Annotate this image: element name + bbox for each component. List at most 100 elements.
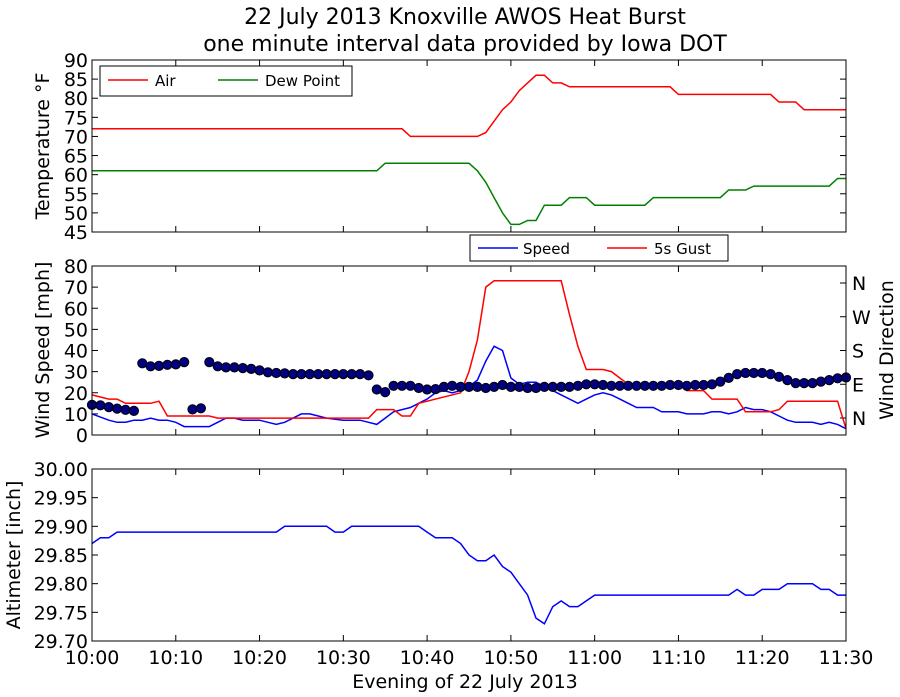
y-tick-label: 29.70 — [34, 631, 88, 653]
y-tick-label: 70 — [64, 126, 88, 148]
wind-direction-marker — [179, 357, 190, 368]
y-tick-label: 29.80 — [34, 574, 88, 596]
wind-direction-marker — [447, 380, 458, 391]
x-tick-label: 11:10 — [651, 647, 706, 669]
wind-direction-marker — [229, 362, 240, 373]
wind-direction-marker — [623, 380, 634, 391]
wind-direction-marker — [120, 404, 131, 415]
wind-direction-marker — [296, 369, 307, 380]
wind-direction-marker — [254, 365, 265, 376]
wind-direction-marker — [271, 367, 282, 379]
wind-direction-marker — [614, 380, 625, 391]
wind-direction-marker — [145, 361, 156, 372]
wind-direction-marker — [103, 402, 114, 413]
wind-direction-marker — [648, 380, 659, 391]
wind-direction-marker — [95, 400, 106, 411]
wind-direction-marker — [413, 382, 424, 394]
y2-tick-label: N — [852, 408, 866, 430]
wind-direction-marker — [530, 382, 542, 394]
wind-direction-marker — [187, 404, 198, 415]
legend-frame — [469, 234, 729, 262]
y-tick-label: 50 — [64, 203, 88, 225]
y-tick-label: 30.00 — [34, 459, 88, 481]
wind-direction-marker — [128, 405, 139, 416]
wind-direction-marker — [832, 373, 843, 384]
y-tick-label: 70 — [64, 277, 88, 299]
wind-direction-marker — [204, 357, 215, 368]
wind-direction-marker — [304, 369, 315, 380]
legend-label-speed: Speed — [523, 240, 570, 258]
wind-direction-marker — [773, 371, 785, 382]
wind-direction-marker — [463, 381, 475, 392]
y-tick-label: 80 — [64, 88, 88, 110]
wind-direction-marker — [606, 380, 617, 391]
y-tick-label: 45 — [64, 222, 88, 244]
wind-legend: Speed 5s Gust — [469, 234, 729, 262]
x-tick-label: 11:30 — [819, 647, 874, 669]
x-tick-label: 10:40 — [400, 647, 455, 669]
series-line-air — [92, 74, 846, 138]
wind-direction-marker — [195, 403, 206, 414]
temperature-plot-frame — [91, 59, 847, 233]
altimeter-panel: 10:00 10:10 10:20 10:30 10:40 10:50 11:00 11:10… — [3, 459, 873, 669]
y-tick-label: 29.75 — [34, 602, 88, 624]
wind-speed-y-label: Wind Speed [mph] — [32, 262, 54, 439]
wind-direction-marker — [455, 381, 466, 392]
series-line-altimeter — [91, 525, 846, 625]
wind-direction-marker — [162, 359, 173, 370]
wind-direction-marker — [732, 369, 743, 380]
x-tick-label: 10:50 — [484, 647, 539, 669]
wind-direction-marker — [698, 379, 709, 391]
y2-tick-label: W — [852, 307, 871, 329]
wind-direction-marker — [489, 381, 500, 392]
wind-direction-marker — [597, 379, 609, 391]
series-line-5s-gust — [91, 280, 847, 429]
y-tick-label: 20 — [64, 383, 88, 405]
x-tick-label: 10:10 — [148, 647, 203, 669]
wind-direction-marker — [480, 382, 491, 394]
wind-direction-marker — [371, 384, 382, 395]
legend-label-5s-gust: 5s Gust — [654, 240, 711, 258]
wind-direction-marker — [539, 381, 550, 392]
wind-direction-marker — [799, 378, 810, 389]
y-tick-label: 80 — [64, 256, 88, 278]
temperature-legend: Air Dew Point — [99, 65, 353, 97]
y-tick-label: 30 — [64, 362, 88, 384]
y-tick-label: 29.95 — [34, 488, 88, 510]
wind-direction-marker — [807, 378, 818, 389]
wind-direction-marker — [170, 359, 181, 370]
altimeter-plot-frame — [91, 468, 847, 642]
wind-direction-marker — [363, 370, 374, 381]
wind-direction-marker — [639, 380, 651, 391]
wind-direction-y-label: Wind Direction — [876, 280, 898, 420]
wind-direction-marker — [220, 362, 232, 373]
y2-tick-label: N — [852, 273, 866, 295]
y-tick-label: 29.90 — [34, 516, 88, 538]
wind-direction-marker — [355, 369, 366, 380]
y-tick-label: 29.85 — [34, 545, 88, 567]
wind-direction-marker — [262, 367, 273, 378]
wind-direction-marker — [388, 380, 399, 391]
wind-direction-marker — [547, 381, 558, 392]
x-tick-label: 10:30 — [316, 647, 371, 669]
legend-label-air: Air — [155, 72, 176, 90]
y-tick-label: 40 — [64, 341, 88, 363]
y-tick-label: 50 — [64, 319, 88, 341]
wind-direction-marker — [505, 381, 516, 392]
wind-direction-marker — [153, 360, 165, 371]
y-tick-label: 55 — [64, 184, 88, 206]
wind-direction-marker — [824, 375, 835, 386]
y-tick-label: 60 — [64, 298, 88, 320]
wind-direction-marker — [497, 379, 508, 391]
wind-direction-marker — [472, 381, 483, 392]
series-line-dew-point — [92, 162, 846, 226]
altimeter-y-label: Altimeter [inch] — [3, 481, 25, 630]
wind-direction-marker — [514, 381, 525, 392]
wind-direction-marker — [572, 380, 584, 391]
wind-direction-marker — [279, 368, 290, 379]
wind-direction-marker — [581, 379, 592, 390]
y-tick-label: 60 — [64, 165, 88, 187]
y-tick-label: 0 — [76, 425, 88, 447]
